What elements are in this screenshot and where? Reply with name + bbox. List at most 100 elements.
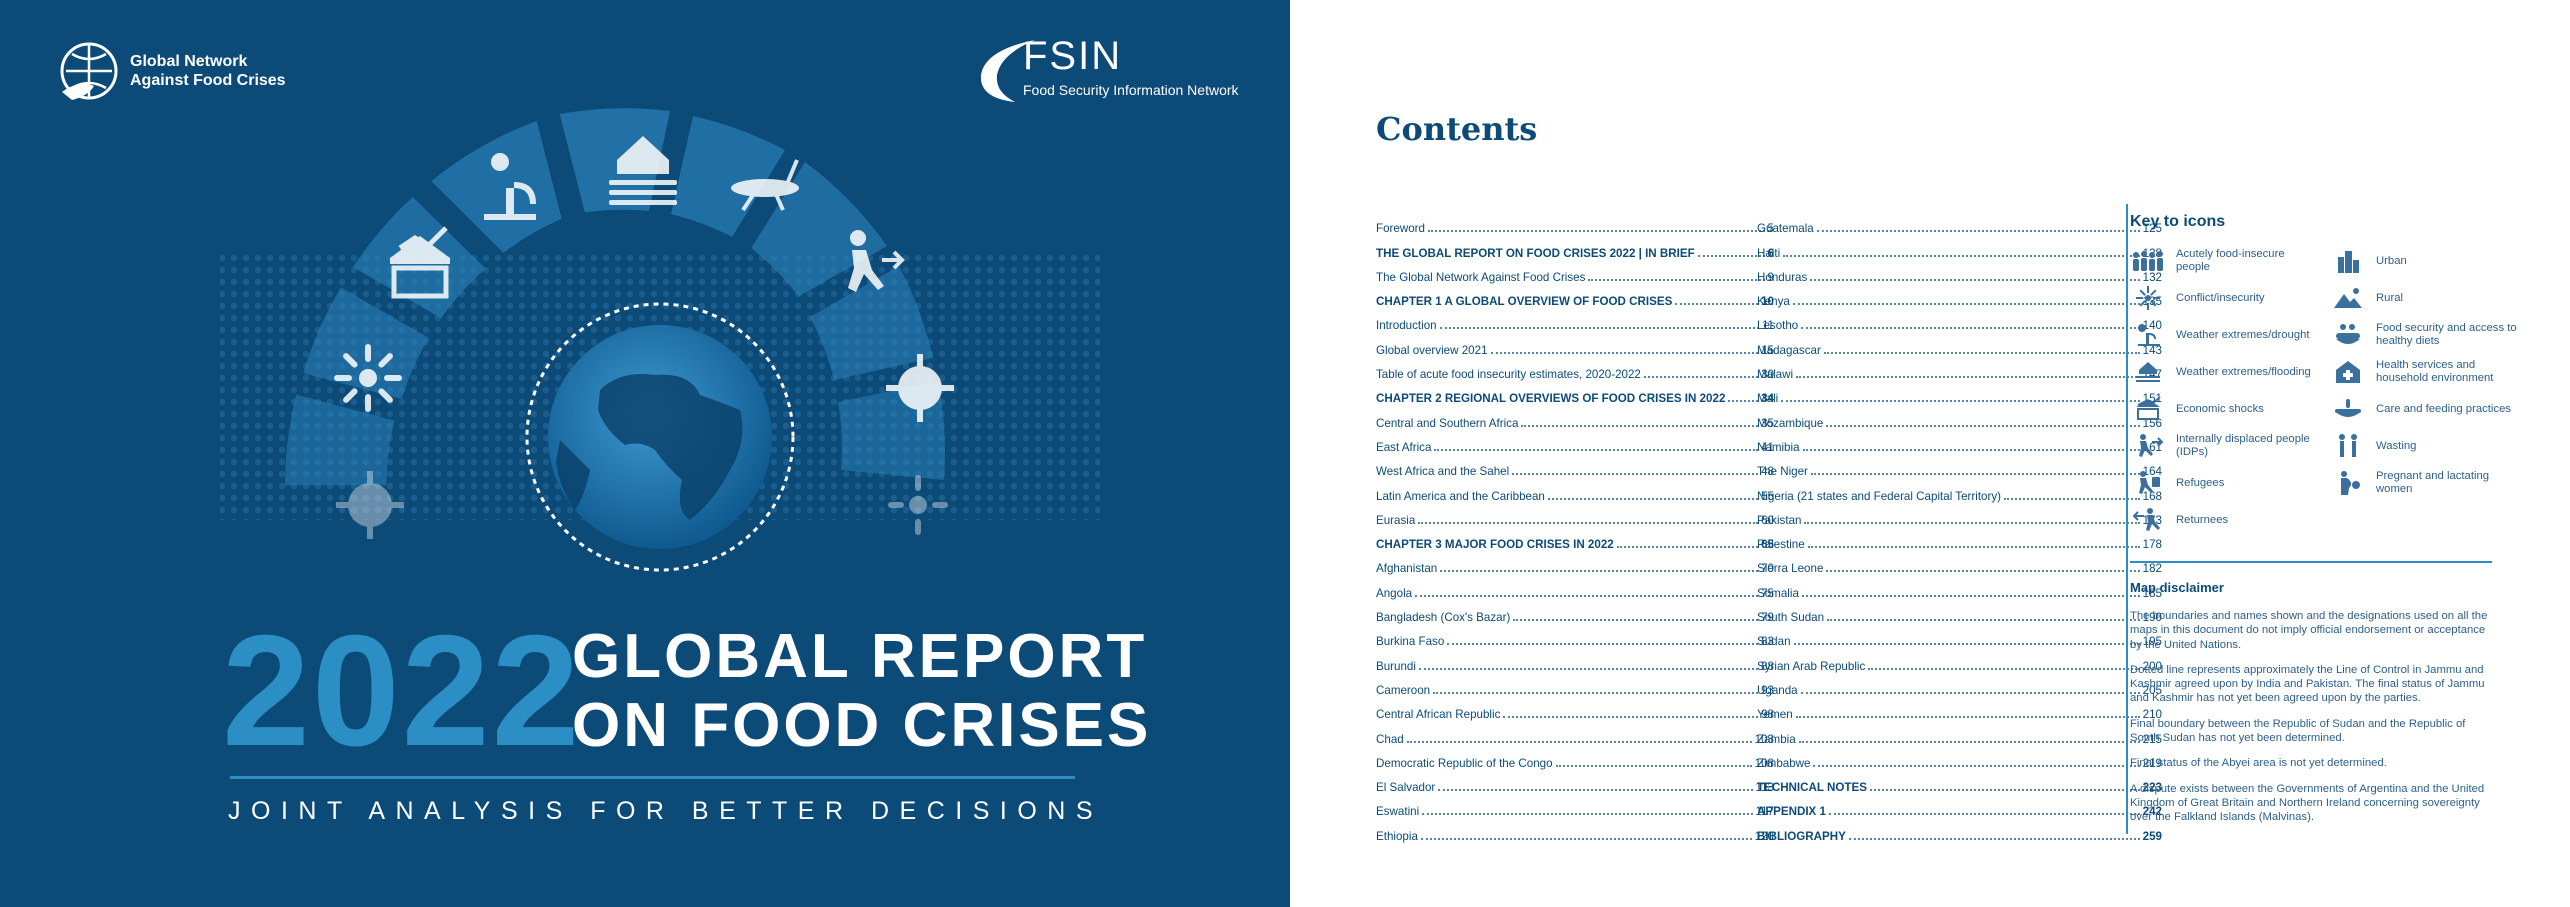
- toc-leader-dots: [1555, 764, 1752, 767]
- toc-entry[interactable]: Central African Republic 98: [1376, 697, 1774, 721]
- globe-ring: [525, 302, 795, 572]
- conflict-burst-icon: [334, 344, 402, 412]
- toc-entry-page: 190: [2142, 611, 2162, 625]
- toc-entry[interactable]: Haiti128: [1757, 235, 2162, 260]
- toc-entry-title: Bangladesh (Cox's Bazar): [1376, 611, 1511, 625]
- toc-entry-page: 41: [1761, 440, 1774, 454]
- toc-entry[interactable]: East Africa 41: [1376, 430, 1774, 454]
- toc-entry[interactable]: Zimbabwe 219: [1757, 746, 2162, 770]
- toc-entry[interactable]: Uganda 205: [1757, 673, 2162, 697]
- toc-entry-title: Somalia: [1757, 586, 1799, 600]
- toc-entry[interactable]: Sierra Leone 182: [1757, 551, 2162, 575]
- toc-entry-title: Guatemala: [1757, 222, 1814, 236]
- toc-entry-title: Cameroon: [1376, 683, 1431, 697]
- toc-entry[interactable]: Burundi 88: [1376, 648, 1774, 673]
- toc-entry[interactable]: THE GLOBAL REPORT ON FOOD CRISES 2022 | …: [1376, 235, 1774, 260]
- cover-illustration: [220, 108, 1100, 572]
- key-item: Health services and household environmen…: [2330, 358, 2520, 386]
- drought-icon: [2130, 321, 2166, 349]
- toc-leader-dots: [1810, 278, 2140, 281]
- toc-entry-title: Burkina Faso: [1376, 635, 1445, 649]
- toc-entry-page: 195: [2142, 635, 2162, 649]
- toc-entry[interactable]: BIBLIOGRAPHY 259: [1757, 818, 2162, 843]
- toc-entry[interactable]: El Salvador 113: [1376, 770, 1774, 794]
- toc-entry[interactable]: Syrian Arab Republic 200: [1757, 648, 2162, 673]
- toc-entry[interactable]: Malawi 147: [1757, 357, 2162, 381]
- toc-entry-page: 120: [1754, 829, 1774, 843]
- toc-entry[interactable]: Eswatini 117: [1376, 794, 1774, 818]
- toc-entry[interactable]: Table of acute food insecurity estimates…: [1376, 357, 1774, 381]
- toc-entry[interactable]: Democratic Republic of the Congo 108: [1376, 746, 1774, 770]
- toc-entry[interactable]: Mali 151: [1757, 381, 2162, 405]
- toc-entry[interactable]: Sudan 195: [1757, 624, 2162, 648]
- toc-entry[interactable]: Nigeria (21 states and Federal Capital T…: [1757, 478, 2162, 503]
- toc-entry[interactable]: Afghanistan 70: [1376, 551, 1774, 575]
- toc-leader-dots: [1801, 327, 2140, 330]
- toc-entry-title: El Salvador: [1376, 781, 1436, 795]
- toc-leader-dots: [1418, 667, 1759, 670]
- toc-entry[interactable]: Chad 103: [1376, 721, 1774, 746]
- toc-entry[interactable]: Kenya135: [1757, 284, 2162, 308]
- section-divider: [2130, 561, 2492, 563]
- toc-entry[interactable]: Eurasia 60: [1376, 503, 1774, 527]
- toc-entry[interactable]: Lesotho 140: [1757, 308, 2162, 332]
- toc-entry-title: Angola: [1376, 586, 1413, 600]
- food-access-icon: [2330, 321, 2366, 349]
- toc-entry-title: Uganda: [1757, 683, 1798, 697]
- toc-entry-page: 10: [1761, 295, 1774, 309]
- toc-entry[interactable]: Foreword 5: [1376, 211, 1774, 235]
- toc-entry[interactable]: Honduras 132: [1757, 260, 2162, 284]
- toc-entry-title: Nigeria (21 states and Federal Capital T…: [1757, 489, 2002, 503]
- toc-entry[interactable]: Guatemala 125: [1757, 211, 2162, 235]
- toc-entry[interactable]: South Sudan 190: [1757, 600, 2162, 624]
- toc-entry[interactable]: APPENDIX 1 242: [1757, 794, 2162, 818]
- toc-entry[interactable]: Namibia 161: [1757, 430, 2162, 454]
- toc-entry[interactable]: Bangladesh (Cox's Bazar) 79: [1376, 600, 1774, 624]
- displaced-person-icon: [848, 230, 905, 292]
- key-item-label: Pregnant and lactating women: [2376, 470, 2490, 495]
- toc-entry[interactable]: The Global Network Against Food Crises 9: [1376, 260, 1774, 284]
- toc-entry-title: Haiti: [1757, 246, 1781, 260]
- toc-entry-page: 185: [2142, 586, 2162, 600]
- toc-entry-page: 200: [2142, 659, 2162, 673]
- toc-entry-page: 75: [1761, 586, 1774, 600]
- key-item-label: Rural: [2376, 291, 2403, 304]
- toc-entry[interactable]: Latin America and the Caribbean 55: [1376, 478, 1774, 503]
- toc-entry[interactable]: Zambia 215: [1757, 721, 2162, 746]
- toc-leader-dots: [1807, 546, 2140, 549]
- toc-entry-page: 178: [2142, 538, 2162, 552]
- toc-entry-page: 9: [1767, 270, 1774, 284]
- toc-entry-title: Pakistan: [1757, 513, 1802, 527]
- toc-entry[interactable]: Central and Southern Africa 35: [1376, 405, 1774, 430]
- toc-entry[interactable]: CHAPTER 2 REGIONAL OVERVIEWS OF FOOD CRI…: [1376, 381, 1774, 405]
- toc-entry-page: 117: [1755, 805, 1774, 819]
- toc-entry[interactable]: Cameroon 93: [1376, 673, 1774, 697]
- toc-entry[interactable]: Madagascar 143: [1757, 332, 2162, 357]
- toc-entry[interactable]: CHAPTER 1 A GLOBAL OVERVIEW OF FOOD CRIS…: [1376, 284, 1774, 308]
- toc-entry[interactable]: The Niger 164: [1757, 454, 2162, 478]
- toc-entry[interactable]: TECHNICAL NOTES 223: [1757, 770, 2162, 794]
- toc-leader-dots: [1796, 376, 2140, 379]
- toc-entry[interactable]: Burkina Faso 83: [1376, 624, 1774, 648]
- virus-icon: [886, 354, 954, 422]
- key-item: Pregnant and lactating women: [2330, 469, 2520, 497]
- toc-leader-dots: [1848, 837, 2140, 840]
- toc-entry[interactable]: Palestine 178: [1757, 527, 2162, 551]
- toc-entry[interactable]: West Africa and the Sahel 48: [1376, 454, 1774, 478]
- toc-entry[interactable]: Global overview 2021 15: [1376, 332, 1774, 357]
- toc-entry[interactable]: Introduction 11: [1376, 308, 1774, 332]
- toc-entry-page: 242: [2142, 805, 2162, 819]
- toc-entry-title: Madagascar: [1757, 343, 1821, 357]
- toc-entry-title: Central African Republic: [1376, 708, 1501, 722]
- toc-entry[interactable]: Pakistan173: [1757, 503, 2162, 527]
- toc-leader-dots: [1802, 448, 2140, 451]
- toc-entry[interactable]: Somalia 185: [1757, 575, 2162, 600]
- key-item-label: Returnees: [2176, 513, 2229, 526]
- page-title: Contents: [1376, 110, 1538, 148]
- wasting-icon: [2330, 432, 2366, 460]
- toc-entry[interactable]: Ethiopia 120: [1376, 818, 1774, 843]
- toc-entry[interactable]: Angola 75: [1376, 575, 1774, 600]
- toc-entry[interactable]: Mozambique 156: [1757, 405, 2162, 430]
- toc-entry[interactable]: CHAPTER 3 MAJOR FOOD CRISES IN 2022 65: [1376, 527, 1774, 551]
- toc-entry[interactable]: Yemen 210: [1757, 697, 2162, 721]
